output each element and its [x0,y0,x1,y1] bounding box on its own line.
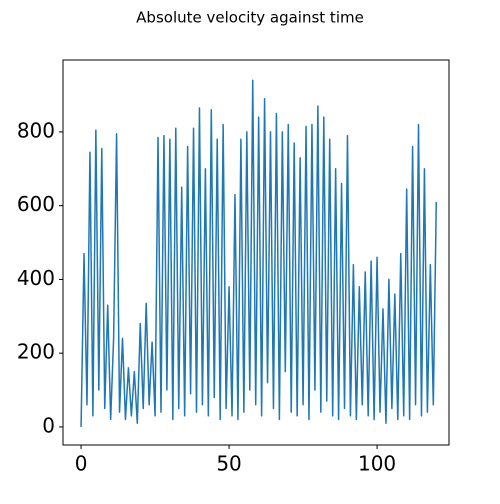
y-tick-label: 200 [17,340,55,364]
y-tick-label: 400 [17,266,55,290]
axes-frame [62,59,450,446]
x-tick-label: 0 [75,452,88,476]
x-tick-label: 50 [216,452,241,476]
y-tick-label: 800 [17,118,55,142]
y-tick-label: 0 [42,413,55,437]
y-tick-label: 600 [17,192,55,216]
x-tick-label: 100 [358,452,396,476]
chart-title: Absolute velocity against time [136,9,364,27]
line-series [80,79,438,427]
